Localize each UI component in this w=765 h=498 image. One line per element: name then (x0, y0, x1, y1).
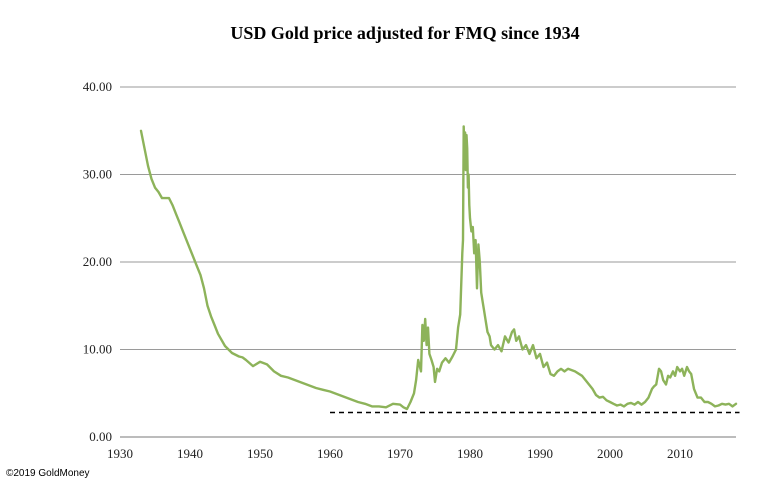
y-axis-ticks: 0.00 10.00 20.00 30.00 40.00 (83, 79, 112, 444)
credit-text: ©2019 GoldMoney (6, 468, 90, 479)
x-tick-label: 1980 (457, 446, 483, 461)
y-tick-label: 20.00 (83, 254, 112, 269)
y-tick-label: 30.00 (83, 167, 112, 182)
y-tick-label: 10.00 (83, 342, 112, 357)
x-tick-label: 1950 (247, 446, 273, 461)
y-tick-label: 40.00 (83, 79, 112, 94)
x-tick-label: 1960 (317, 446, 343, 461)
grid-lines (120, 86, 736, 350)
x-tick-label: 1940 (177, 446, 203, 461)
x-axis-ticks: 1930 1940 1950 1960 1970 1980 1990 2000 2010 (107, 446, 693, 461)
x-tick-label: 1990 (527, 446, 553, 461)
gold-price-series-line (139, 125, 738, 411)
y-tick-label: 0.00 (89, 429, 112, 444)
x-tick-label: 2010 (667, 446, 693, 461)
x-tick-label: 2000 (597, 446, 623, 461)
chart-title: USD Gold price adjusted for FMQ since 19… (230, 23, 579, 43)
x-tick-label: 1970 (387, 446, 413, 461)
x-tick-label: 1930 (107, 446, 133, 461)
